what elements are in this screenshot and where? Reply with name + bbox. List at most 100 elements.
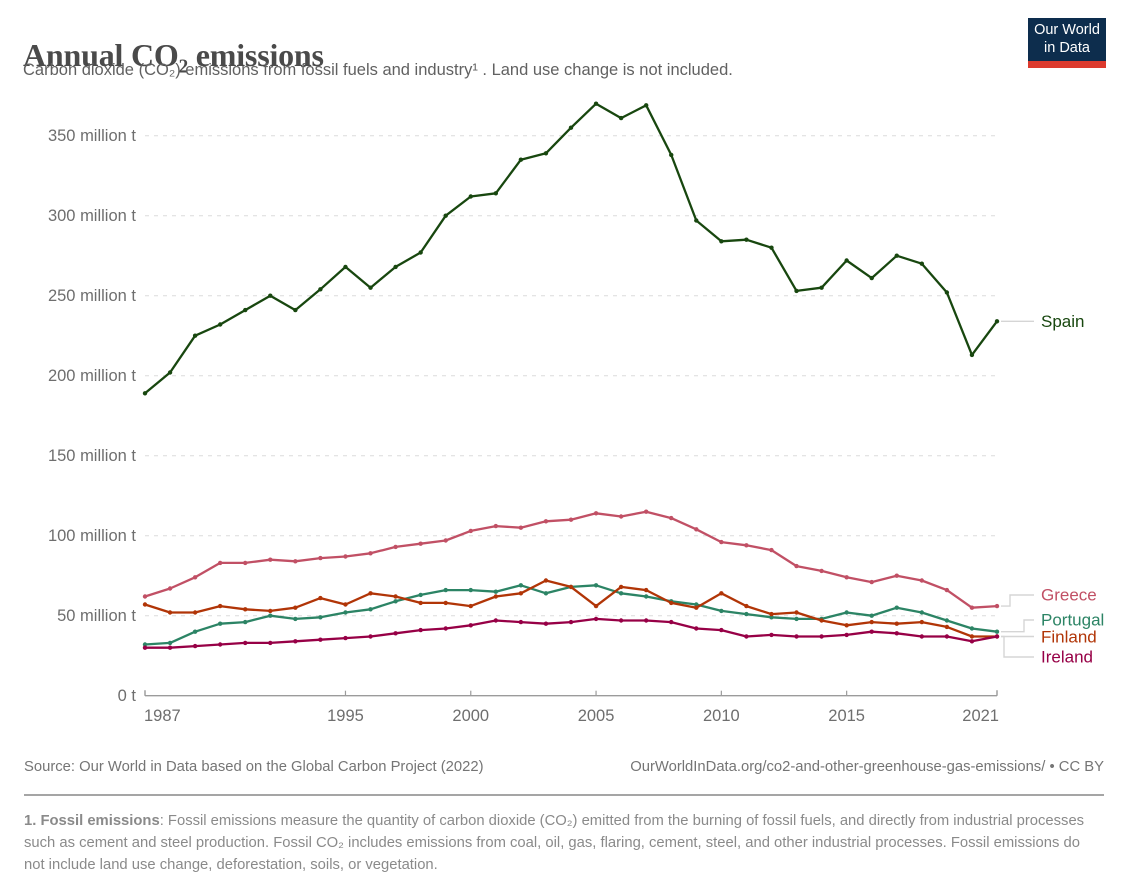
series-point-ireland[interactable]	[518, 619, 524, 625]
series-point-ireland[interactable]	[343, 635, 348, 641]
series-point-ireland[interactable]	[418, 627, 423, 633]
series-point-finland[interactable]	[318, 595, 323, 601]
series-point-spain[interactable]	[669, 152, 674, 158]
series-point-greece[interactable]	[568, 517, 574, 522]
series-point-ireland[interactable]	[167, 645, 173, 650]
series-point-portugal[interactable]	[944, 618, 950, 623]
series-point-spain[interactable]	[819, 285, 824, 290]
series-point-greece[interactable]	[744, 543, 749, 548]
series-point-finland[interactable]	[468, 603, 473, 609]
series-point-portugal[interactable]	[994, 629, 1000, 634]
series-point-portugal[interactable]	[318, 615, 323, 620]
series-point-greece[interactable]	[418, 541, 423, 546]
series-line-portugal[interactable]	[143, 584, 999, 646]
series-point-portugal[interactable]	[694, 602, 699, 607]
series-point-greece[interactable]	[994, 603, 1000, 609]
series-point-finland[interactable]	[719, 591, 724, 596]
series-point-greece[interactable]	[243, 560, 248, 566]
series-point-spain[interactable]	[343, 264, 348, 270]
series-point-finland[interactable]	[518, 591, 524, 596]
series-point-greece[interactable]	[217, 560, 223, 566]
series-point-ireland[interactable]	[493, 618, 499, 623]
series-point-finland[interactable]	[268, 608, 273, 614]
series-point-ireland[interactable]	[293, 639, 298, 644]
series-point-finland[interactable]	[919, 619, 925, 625]
series-point-ireland[interactable]	[844, 632, 849, 638]
series-point-portugal[interactable]	[844, 610, 849, 615]
series-point-finland[interactable]	[418, 600, 423, 606]
series-point-spain[interactable]	[719, 239, 724, 244]
series-point-portugal[interactable]	[719, 608, 724, 614]
series-point-greece[interactable]	[293, 559, 298, 564]
series-point-greece[interactable]	[694, 527, 699, 532]
series-point-portugal[interactable]	[192, 629, 198, 634]
series-point-ireland[interactable]	[769, 632, 774, 638]
series-point-ireland[interactable]	[744, 634, 749, 639]
series-line-spain[interactable]	[143, 102, 999, 395]
series-point-finland[interactable]	[944, 624, 950, 630]
series-point-greece[interactable]	[167, 586, 173, 591]
series-point-ireland[interactable]	[694, 626, 699, 631]
series-point-spain[interactable]	[293, 307, 298, 313]
series-point-spain[interactable]	[443, 213, 448, 218]
series-point-portugal[interactable]	[769, 615, 774, 620]
series-point-spain[interactable]	[794, 288, 799, 294]
series-point-greece[interactable]	[719, 539, 724, 545]
series-point-spain[interactable]	[217, 322, 223, 327]
series-point-ireland[interactable]	[819, 634, 824, 639]
series-point-spain[interactable]	[318, 287, 323, 292]
series-point-spain[interactable]	[744, 237, 749, 242]
series-point-greece[interactable]	[368, 551, 373, 556]
series-point-ireland[interactable]	[794, 634, 799, 639]
series-point-finland[interactable]	[343, 602, 348, 607]
series-point-greece[interactable]	[468, 528, 473, 534]
series-point-greece[interactable]	[819, 568, 824, 574]
legend-label-finland[interactable]: Finland	[1041, 628, 1097, 647]
series-point-portugal[interactable]	[167, 640, 173, 646]
series-point-ireland[interactable]	[869, 629, 874, 634]
series-point-greece[interactable]	[643, 509, 649, 514]
series-point-spain[interactable]	[994, 319, 1000, 324]
owid-logo[interactable]: Our World in Data	[1028, 18, 1106, 68]
series-point-spain[interactable]	[543, 151, 549, 156]
series-point-ireland[interactable]	[944, 634, 950, 639]
owid-url-link[interactable]: OurWorldInData.org/co2-and-other-greenho…	[630, 759, 1046, 775]
series-point-spain[interactable]	[468, 194, 473, 199]
series-point-portugal[interactable]	[969, 626, 975, 631]
series-point-greece[interactable]	[593, 511, 599, 516]
series-point-spain[interactable]	[894, 253, 899, 258]
series-point-greece[interactable]	[443, 538, 448, 543]
series-point-ireland[interactable]	[468, 623, 473, 628]
series-point-portugal[interactable]	[142, 642, 148, 647]
series-point-spain[interactable]	[192, 333, 198, 338]
series-point-spain[interactable]	[769, 245, 774, 250]
series-point-portugal[interactable]	[518, 583, 524, 588]
series-point-greece[interactable]	[343, 554, 348, 559]
series-point-greece[interactable]	[393, 544, 398, 550]
series-point-spain[interactable]	[643, 103, 649, 108]
series-point-ireland[interactable]	[969, 639, 975, 644]
series-point-portugal[interactable]	[919, 610, 925, 615]
series-point-greece[interactable]	[192, 575, 198, 580]
series-point-spain[interactable]	[167, 370, 173, 375]
series-point-finland[interactable]	[543, 578, 549, 583]
series-point-greece[interactable]	[769, 547, 774, 553]
series-point-portugal[interactable]	[618, 591, 624, 596]
series-point-greece[interactable]	[794, 563, 799, 569]
series-point-greece[interactable]	[268, 557, 273, 562]
series-point-finland[interactable]	[293, 605, 298, 610]
series-point-finland[interactable]	[368, 591, 373, 596]
series-point-portugal[interactable]	[393, 599, 398, 604]
series-point-spain[interactable]	[919, 261, 925, 266]
series-point-finland[interactable]	[217, 603, 223, 609]
series-point-ireland[interactable]	[393, 631, 398, 636]
series-point-portugal[interactable]	[493, 589, 499, 594]
series-point-ireland[interactable]	[217, 642, 223, 647]
series-point-portugal[interactable]	[217, 621, 223, 626]
series-point-greece[interactable]	[869, 579, 874, 585]
series-point-finland[interactable]	[669, 600, 674, 606]
series-point-spain[interactable]	[568, 125, 574, 130]
series-point-finland[interactable]	[769, 611, 774, 617]
series-point-portugal[interactable]	[744, 611, 749, 617]
series-point-finland[interactable]	[618, 584, 624, 590]
